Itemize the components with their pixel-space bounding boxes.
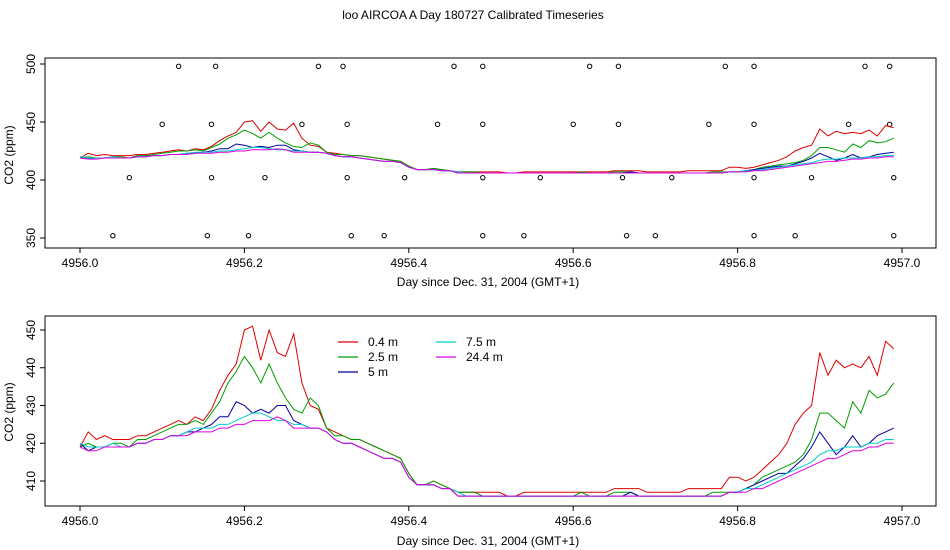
reference-point — [586, 63, 593, 70]
top-series-lines — [79, 120, 894, 174]
bottom-y-tick-label: 440 — [24, 357, 38, 377]
bottom-y-axis-label: CO2 (ppm) — [2, 382, 16, 441]
top-x-tick-label: 4956.0 — [62, 256, 99, 270]
reference-point — [480, 174, 486, 181]
bottom-axis-ticks: 4956.0 4956.2 4956.4 4956.6 4956.8 4957.0 410 4… — [24, 320, 921, 528]
bottom-series-line-5-m — [79, 401, 895, 497]
reference-point — [315, 63, 322, 70]
reference-point — [110, 232, 116, 239]
bottom-series-line-7-5-m — [79, 412, 894, 497]
top-reference-points — [110, 63, 897, 239]
top-y-tick-label: 350 — [24, 228, 38, 248]
top-timeseries-panel: 4956.0 4956.2 4956.4 4956.6 4956.8 4957.0 350 4… — [2, 54, 937, 289]
legend-label: 24.4 m — [466, 350, 503, 364]
reference-point — [126, 174, 133, 181]
top-x-axis-label: Day since Dec. 31, 2004 (GMT+1) — [397, 275, 579, 289]
reference-point — [751, 174, 757, 181]
reference-point — [344, 174, 350, 181]
legend-label: 7.5 m — [466, 335, 496, 349]
figure-title: loo AIRCOA A Day 180727 Calibrated Times… — [342, 8, 603, 22]
reference-point — [480, 63, 486, 70]
bottom-series-lines — [79, 325, 895, 497]
reference-point — [751, 63, 757, 70]
reference-point — [792, 232, 798, 239]
bottom-x-tick-label: 4956.0 — [62, 514, 99, 528]
top-x-tick-label: 4956.2 — [226, 256, 263, 270]
bottom-x-tick-label: 4957.0 — [884, 514, 921, 528]
bottom-series-line-0-4-m — [79, 325, 895, 497]
reference-point — [619, 174, 626, 181]
legend-label: 2.5 m — [368, 350, 398, 364]
reference-point — [434, 121, 441, 128]
bottom-y-tick-label: 410 — [24, 471, 38, 491]
reference-point — [537, 174, 544, 181]
reference-point — [299, 121, 305, 128]
bottom-x-tick-label: 4956.4 — [390, 514, 427, 528]
reference-point — [451, 63, 457, 70]
reference-point — [480, 121, 486, 128]
legend-label: 5 m — [368, 365, 388, 379]
reference-point — [262, 174, 268, 181]
reference-point — [204, 232, 211, 239]
reference-point — [862, 63, 868, 70]
reference-point — [845, 121, 852, 128]
reference-point — [751, 232, 757, 239]
bottom-x-tick-label: 4956.6 — [555, 514, 592, 528]
reference-point — [208, 121, 215, 128]
reference-point — [570, 121, 576, 128]
top-y-tick-label: 450 — [24, 112, 38, 132]
bottom-timeseries-panel: 4956.0 4956.2 4956.4 4956.6 4956.8 4957.0 410 4… — [2, 315, 937, 548]
reference-point — [706, 121, 712, 128]
bottom-x-axis-label: Day since Dec. 31, 2004 (GMT+1) — [397, 534, 579, 548]
reference-point — [623, 232, 630, 239]
reference-point — [480, 232, 486, 239]
top-series-line-0-4-m — [79, 120, 894, 174]
bottom-series-line-2-5-m — [79, 355, 895, 497]
reference-point — [212, 63, 219, 70]
reference-point — [208, 174, 215, 181]
top-x-tick-label: 4956.4 — [390, 256, 427, 270]
reference-point — [348, 232, 354, 239]
top-x-tick-label: 4957.0 — [884, 256, 921, 270]
reference-point — [175, 63, 182, 70]
reference-point — [886, 63, 893, 70]
bottom-y-tick-label: 430 — [24, 395, 38, 415]
bottom-x-tick-label: 4956.8 — [719, 514, 756, 528]
bottom-series-line-24-4-m — [79, 416, 894, 497]
top-x-tick-label: 4956.6 — [555, 256, 592, 270]
reference-point — [652, 232, 659, 239]
top-y-tick-label: 400 — [24, 170, 38, 190]
reference-point — [751, 121, 757, 128]
reference-point — [808, 174, 815, 181]
reference-point — [521, 232, 527, 239]
reference-point — [891, 232, 897, 239]
reference-point — [722, 63, 728, 70]
reference-point — [340, 63, 346, 70]
bottom-plot-frame — [44, 315, 937, 507]
reference-point — [245, 232, 252, 239]
bottom-legend: 0.4 m2.5 m5 m 7.5 m24.4 m — [338, 335, 503, 379]
bottom-y-tick-label: 450 — [24, 320, 38, 340]
reference-point — [401, 174, 408, 181]
reference-point — [381, 232, 387, 239]
reference-point — [615, 121, 622, 128]
top-x-tick-label: 4956.8 — [719, 256, 756, 270]
reference-point — [615, 63, 622, 70]
bottom-x-tick-label: 4956.2 — [226, 514, 263, 528]
reference-point — [159, 121, 165, 128]
top-series-line-24-4-m — [79, 148, 894, 174]
reference-point — [669, 174, 675, 181]
legend-label: 0.4 m — [368, 335, 398, 349]
top-plot-frame — [44, 57, 937, 249]
top-y-axis-label: CO2 (ppm) — [2, 125, 16, 184]
bottom-y-tick-label: 420 — [24, 433, 38, 453]
top-y-tick-label: 500 — [24, 54, 38, 74]
reference-point — [344, 121, 350, 128]
top-axis-ticks: 4956.0 4956.2 4956.4 4956.6 4956.8 4957.0 350 4… — [24, 54, 921, 270]
reference-point — [891, 174, 897, 181]
